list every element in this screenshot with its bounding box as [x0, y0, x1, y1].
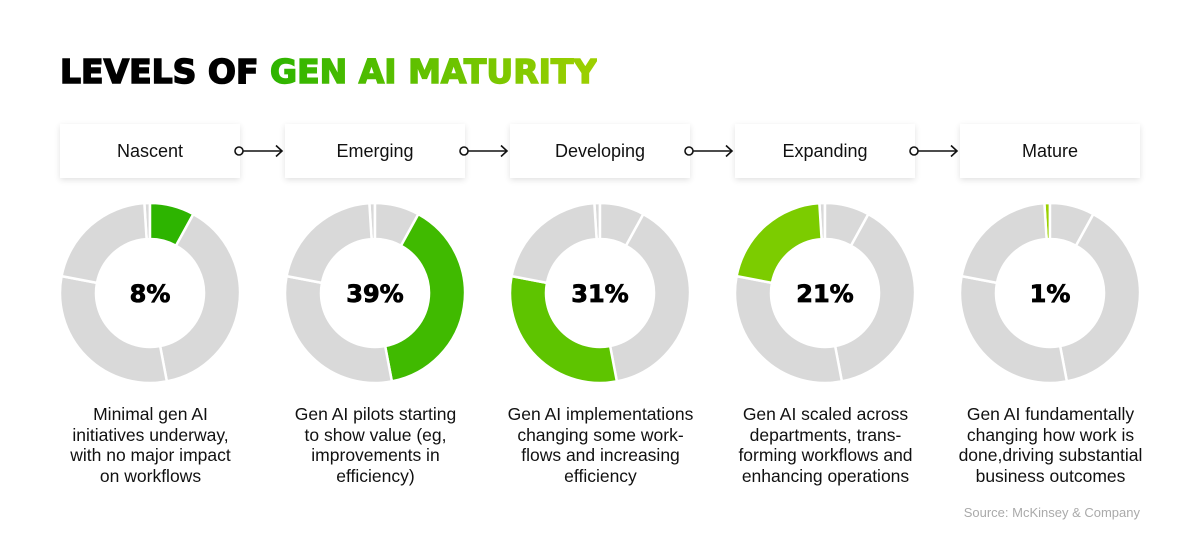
page-title: LEVELS OF GEN AI MATURITY: [59, 51, 598, 92]
segment-emerging: [833, 212, 917, 383]
highlight-segment-expanding: [735, 201, 823, 285]
segment-developing: [283, 274, 394, 385]
segment-developing: [958, 274, 1069, 385]
percent-label: 8%: [130, 280, 171, 308]
segment-emerging: [1058, 212, 1142, 383]
description-line: forming workflows and: [738, 445, 913, 465]
description-line: departments, trans-: [749, 424, 902, 445]
description-line: improvements in: [311, 445, 440, 465]
description-line: on workflows: [99, 465, 202, 486]
stage-description: Gen AI scaled across departments, trans-f…: [713, 404, 938, 486]
highlight-segment-developing: [508, 274, 619, 385]
stage-description: Gen AI pilots starting to show value (eg,…: [263, 404, 488, 486]
description-line: changing how work is: [966, 424, 1135, 445]
description-line: Gen AI fundamentally: [966, 404, 1135, 424]
arrow-right-icon: [459, 144, 509, 158]
description-line: Gen AI scaled across: [742, 404, 909, 424]
stage-box-nascent: Nascent: [60, 124, 240, 178]
highlight-segment-emerging: [383, 212, 467, 383]
segment-expanding: [285, 201, 373, 285]
stage-box-developing: Developing: [510, 124, 690, 178]
title-black: LEVELS OF: [59, 51, 271, 92]
description-line: done,driving substantial: [958, 445, 1143, 465]
stage-description: Gen AI fundamentally changing how work is…: [938, 404, 1163, 486]
description-line: Minimal gen AI: [93, 404, 208, 424]
arrow-right-icon: [684, 144, 734, 158]
stage-label: Nascent: [116, 140, 184, 161]
stage-description: Gen AI implementations changing some work…: [488, 404, 713, 486]
percent-label: 39%: [346, 280, 403, 308]
description-line: changing some work-: [517, 424, 684, 445]
description-line: with no major impact: [70, 445, 231, 465]
description-line: efficiency): [336, 465, 415, 486]
source-note: Source: McKinsey & Company: [963, 505, 1140, 520]
segment-emerging: [608, 212, 692, 383]
segment-expanding: [510, 201, 598, 285]
stage-box-expanding: Expanding: [735, 124, 915, 178]
description-line: Gen AI pilots starting: [294, 404, 457, 424]
stage-label: Expanding: [782, 140, 868, 161]
percent-label: 21%: [796, 280, 853, 308]
stage-label: Mature: [1021, 140, 1079, 161]
description-line: efficiency: [564, 465, 637, 486]
segment-expanding: [960, 201, 1048, 285]
description-line: initiatives underway,: [72, 424, 229, 445]
arrow-right-icon: [909, 144, 959, 158]
description-line: flows and increasing: [521, 445, 680, 465]
segment-expanding: [60, 201, 148, 285]
segment-developing: [733, 274, 844, 385]
stage-label: Developing: [554, 140, 646, 161]
stage-description: Minimal gen AI initiatives underway, with …: [38, 404, 263, 486]
description-line: business outcomes: [975, 465, 1126, 486]
percent-label: 31%: [571, 280, 628, 308]
stage-box-mature: Mature: [960, 124, 1140, 178]
description-line: to show value (eg,: [304, 424, 447, 445]
segment-emerging: [158, 212, 242, 383]
segment-developing: [58, 274, 169, 385]
stage-label: Emerging: [336, 140, 414, 161]
title-green: GEN AI MATURITY: [269, 51, 598, 92]
stage-box-emerging: Emerging: [285, 124, 465, 178]
description-line: enhancing operations: [741, 465, 910, 486]
percent-label: 1%: [1030, 280, 1071, 308]
description-line: Gen AI implementations: [507, 404, 694, 424]
arrow-right-icon: [234, 144, 284, 158]
